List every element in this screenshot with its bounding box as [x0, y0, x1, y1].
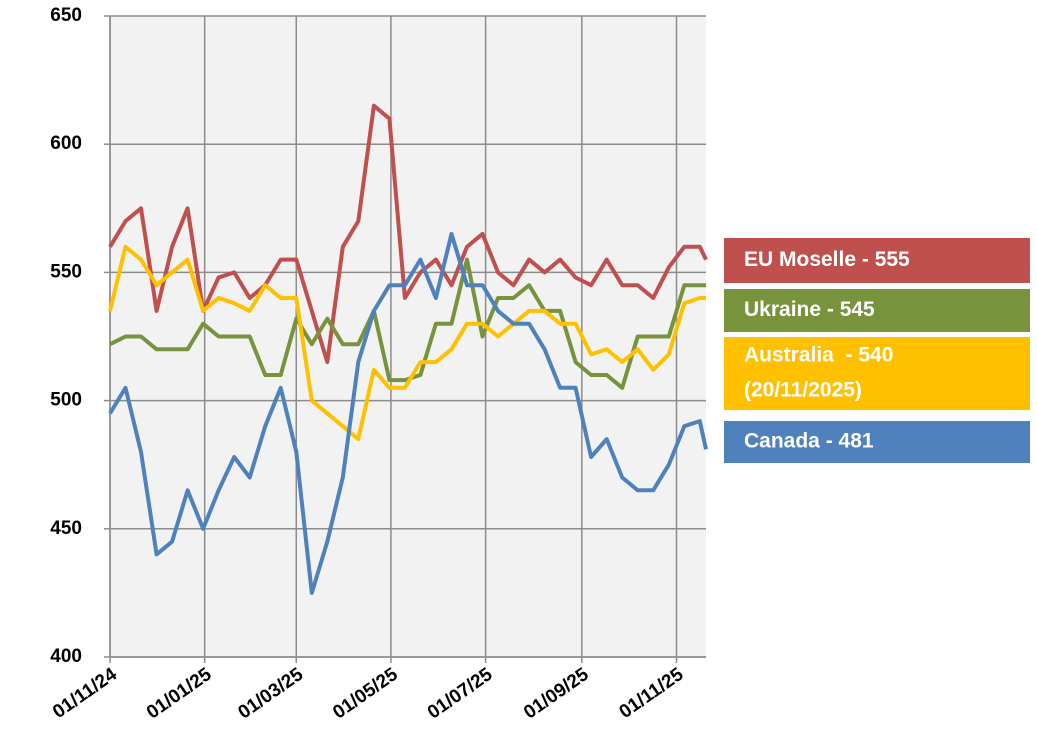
legend-note: (20/11/2025)	[744, 379, 862, 402]
legend-box	[724, 289, 1030, 332]
series-line	[108, 244, 706, 442]
y-tick-label: 550	[50, 261, 82, 282]
legend-box	[724, 238, 1030, 283]
legend-label: Canada - 481	[744, 430, 874, 453]
plot-area	[110, 16, 706, 657]
y-tick-label: 500	[50, 390, 82, 411]
y-tick-label: 400	[50, 646, 82, 667]
x-tick-label: 01/09/25	[520, 664, 593, 724]
y-tick-label: 650	[50, 5, 82, 26]
x-tick-label: 01/03/25	[234, 664, 307, 724]
x-tick-label: 01/01/25	[143, 664, 216, 724]
x-tick-label: 01/11/24	[49, 664, 121, 723]
legend-label: EU Moselle - 555	[744, 248, 910, 271]
legend-box	[724, 337, 1030, 410]
x-tick-label: 01/07/25	[424, 664, 497, 724]
y-tick-label: 600	[50, 133, 82, 154]
series-line	[108, 103, 708, 365]
legend-label: Australia - 540	[744, 344, 893, 367]
legend-box	[724, 421, 1030, 463]
legend-label: Ukraine - 545	[744, 298, 875, 321]
x-tick-label: 01/11/25	[616, 664, 688, 723]
y-tick-label: 450	[50, 518, 82, 539]
x-tick-label: 01/05/25	[329, 664, 402, 724]
series-line	[108, 231, 708, 595]
